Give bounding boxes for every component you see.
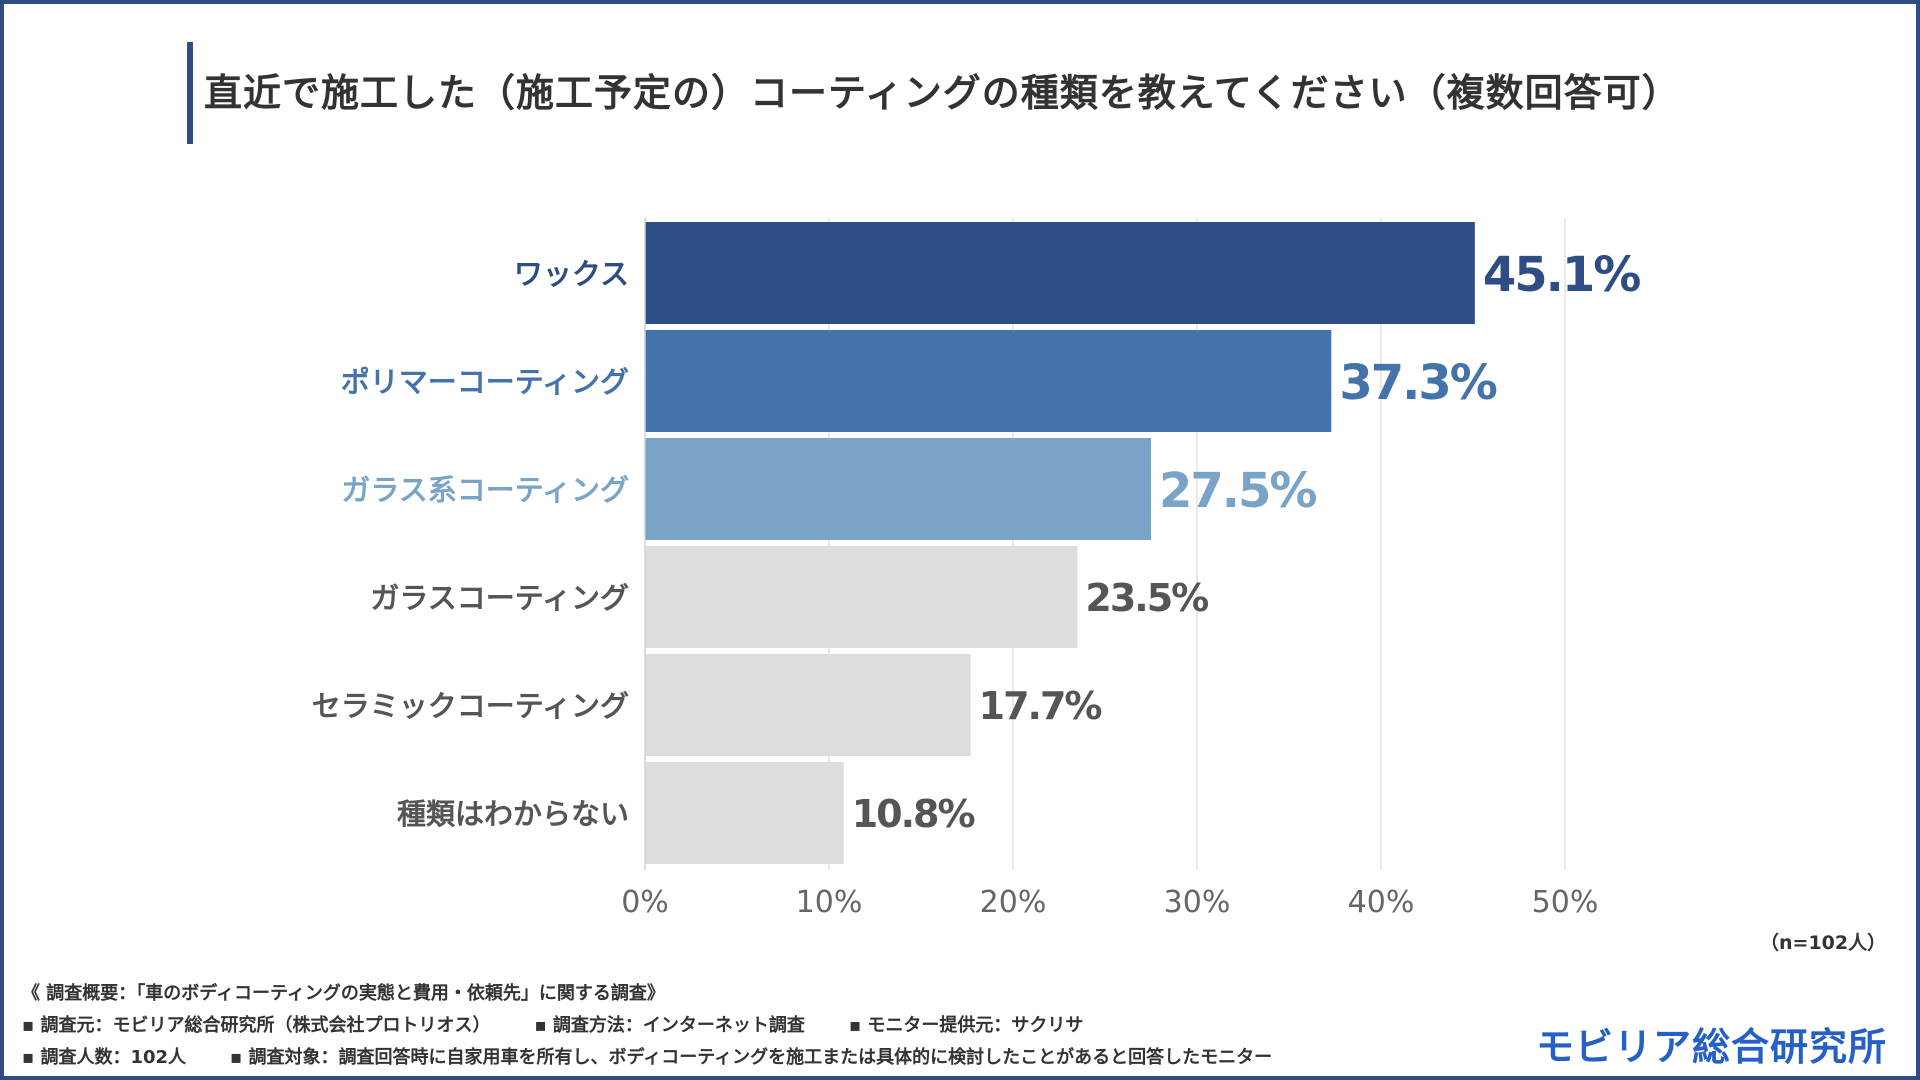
footer-source: ▪ 調査元：モビリア総合研究所（株式会社プロトリオス） bbox=[22, 1015, 491, 1036]
x-tick-label: 10% bbox=[796, 885, 863, 920]
footer-overview: 《 調査概要：「車のボディコーティングの実態と費用・依頼先」に関する調査》 bbox=[22, 983, 665, 1004]
value-label: 27.5% bbox=[1159, 463, 1316, 519]
category-label: ガラス系コーティング bbox=[341, 473, 629, 507]
x-tick-label: 20% bbox=[980, 885, 1047, 920]
x-tick-label: 0% bbox=[621, 885, 669, 920]
chart-title: 直近で施工した（施工予定の）コーティングの種類を教えてください（複数回答可） bbox=[204, 71, 1681, 115]
bar bbox=[645, 330, 1332, 432]
survey-footer: 《 調査概要：「車のボディコーティングの実態と費用・依頼先」に関する調査》 ▪ … bbox=[22, 978, 1522, 1074]
footer-row-1: ▪ 調査元：モビリア総合研究所（株式会社プロトリオス） ▪ 調査方法：インターネッ… bbox=[22, 1010, 1522, 1042]
bar bbox=[645, 222, 1475, 324]
value-label: 37.3% bbox=[1339, 355, 1496, 411]
footer-row-2: ▪ 調査人数：102人 ▪ 調査対象：調査回答時に自家用車を所有し、ボディコーティ… bbox=[22, 1042, 1522, 1074]
title-accent-bar bbox=[187, 42, 193, 144]
value-label: 10.8% bbox=[852, 792, 975, 836]
brand-logo: モビリア総合研究所 bbox=[1536, 1025, 1888, 1069]
footer-target: ▪ 調査対象：調査回答時に自家用車を所有し、ボディコーティングを施工または具体的… bbox=[230, 1047, 1273, 1068]
footer-method: ▪ 調査方法：インターネット調査 bbox=[534, 1015, 805, 1036]
bar bbox=[645, 762, 844, 864]
bar bbox=[645, 546, 1078, 648]
sample-size-note: （n=102人） bbox=[1760, 932, 1887, 954]
category-label: ガラスコーティング bbox=[370, 581, 629, 615]
category-label: ワックス bbox=[514, 257, 629, 291]
category-label: セラミックコーティング bbox=[312, 689, 629, 723]
value-label: 45.1% bbox=[1483, 247, 1640, 303]
x-tick-label: 30% bbox=[1164, 885, 1231, 920]
value-label: 23.5% bbox=[1085, 576, 1208, 620]
footer-count: ▪ 調査人数：102人 bbox=[22, 1047, 187, 1068]
bar bbox=[645, 654, 971, 756]
footer-panel: ▪ モニター提供元：サクリサ bbox=[848, 1015, 1084, 1036]
bar bbox=[645, 438, 1151, 540]
x-tick-label: 50% bbox=[1532, 885, 1599, 920]
value-label: 17.7% bbox=[979, 684, 1102, 728]
x-tick-label: 40% bbox=[1348, 885, 1415, 920]
category-label: 種類はわからない bbox=[397, 797, 629, 831]
category-label: ポリマーコーティング bbox=[341, 365, 629, 399]
